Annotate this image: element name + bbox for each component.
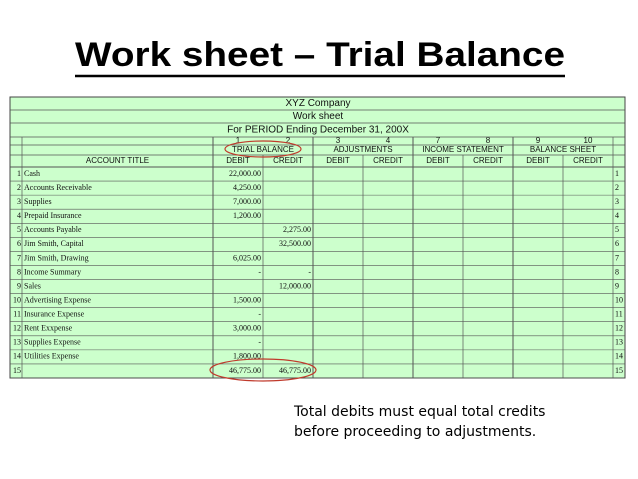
sheet-heading: For PERIOD Ending December 31, 200X xyxy=(227,125,409,136)
row-number: 13 xyxy=(13,338,21,347)
row-number: 1 xyxy=(615,169,619,178)
row-number: 15 xyxy=(615,366,623,375)
column-header: CREDIT xyxy=(373,156,403,165)
account-header: ACCOUNT TITLE xyxy=(86,156,149,165)
row-number: 5 xyxy=(17,225,21,234)
account-title: Jim Smith, Capital xyxy=(24,239,85,248)
slide-title: Work sheet – Trial Balance xyxy=(75,36,565,74)
debit-amount: 4,250.00 xyxy=(233,183,261,192)
row-number: 3 xyxy=(615,197,619,206)
column-number: 10 xyxy=(584,136,593,145)
column-number: 8 xyxy=(486,136,491,145)
row-number: 2 xyxy=(615,183,619,192)
sheet-heading: XYZ Company xyxy=(285,98,350,109)
column-number: 1 xyxy=(236,136,241,145)
debit-amount: 1,800.00 xyxy=(233,352,261,361)
row-number: 7 xyxy=(17,253,21,262)
account-title: Sales xyxy=(24,281,41,290)
account-title: Supplies Expense xyxy=(24,338,81,347)
row-number: 9 xyxy=(17,281,21,290)
column-number: 2 xyxy=(286,136,291,145)
column-group: ADJUSTMENTS xyxy=(333,145,392,154)
column-number: 7 xyxy=(436,136,441,145)
debit-amount: 1,500.00 xyxy=(233,295,261,304)
row-number: 10 xyxy=(615,295,623,304)
row-number: 6 xyxy=(17,239,21,248)
row-number: 14 xyxy=(13,352,21,361)
credit-amount: 12,000.00 xyxy=(279,281,311,290)
debit-amount: - xyxy=(258,267,261,276)
row-number: 8 xyxy=(17,267,21,276)
account-title: Income Summary xyxy=(24,267,81,276)
debit-amount: - xyxy=(258,338,261,347)
row-number: 1 xyxy=(17,169,21,178)
column-group: BALANCE SHEET xyxy=(530,145,596,154)
row-number: 4 xyxy=(615,211,619,220)
account-title: Accounts Receivable xyxy=(24,183,92,192)
row-number: 3 xyxy=(17,197,21,206)
debit-amount: 1,200.00 xyxy=(233,211,261,220)
column-header: DEBIT xyxy=(426,156,450,165)
account-title: Prepaid Insurance xyxy=(24,211,82,220)
account-title: Accounts Payable xyxy=(24,225,82,234)
credit-amount: 32,500.00 xyxy=(279,239,311,248)
row-number: 12 xyxy=(13,324,21,333)
debit-amount: 7,000.00 xyxy=(233,197,261,206)
debit-amount: 46,775.00 xyxy=(229,366,261,375)
column-number: 4 xyxy=(386,136,391,145)
row-number: 2 xyxy=(17,183,21,192)
column-header: DEBIT xyxy=(226,156,250,165)
column-group: TRIAL BALANCE xyxy=(232,145,294,154)
row-number: 11 xyxy=(615,310,623,319)
debit-amount: - xyxy=(258,310,261,319)
row-number: 6 xyxy=(615,239,619,248)
note-line: Total debits must equal total credits xyxy=(293,404,545,420)
sheet-heading: Work sheet xyxy=(293,111,344,122)
account-title: Cash xyxy=(24,169,40,178)
column-header: CREDIT xyxy=(573,156,603,165)
row-number: 5 xyxy=(615,225,619,234)
column-header: CREDIT xyxy=(473,156,503,165)
row-number: 15 xyxy=(13,366,21,375)
account-title: Advertising Expense xyxy=(24,295,91,304)
row-number: 12 xyxy=(615,324,623,333)
row-number: 11 xyxy=(13,310,21,319)
credit-amount: 2,275.00 xyxy=(283,225,311,234)
column-group: INCOME STATEMENT xyxy=(422,145,504,154)
credit-amount: - xyxy=(308,267,311,276)
account-title: Supplies xyxy=(24,197,52,206)
account-title: Insurance Expense xyxy=(24,310,85,319)
row-number: 4 xyxy=(17,211,21,220)
account-title: Utilities Expense xyxy=(24,352,79,361)
note-line: before proceeding to adjustments. xyxy=(294,424,536,440)
worksheet: XYZ Company Work sheet For PERIOD Ending D… xyxy=(9,96,626,379)
debit-amount: 3,000.00 xyxy=(233,324,261,333)
row-number: 9 xyxy=(615,281,619,290)
debit-amount: 6,025.00 xyxy=(233,253,261,262)
row-number: 7 xyxy=(615,253,619,262)
column-number: 9 xyxy=(536,136,541,145)
row-number: 13 xyxy=(615,338,623,347)
highlight xyxy=(209,358,317,382)
column-header: DEBIT xyxy=(526,156,550,165)
account-title: Rent Exxpense xyxy=(24,324,73,333)
debit-amount: 22,000.00 xyxy=(229,169,261,178)
column-header: DEBIT xyxy=(326,156,350,165)
account-title: Jim Smith, Drawing xyxy=(24,253,89,262)
row-number: 8 xyxy=(615,267,619,276)
highlight xyxy=(224,140,302,158)
row-number: 10 xyxy=(13,295,21,304)
column-header: CREDIT xyxy=(273,156,303,165)
column-number: 3 xyxy=(336,136,341,145)
row-number: 14 xyxy=(615,352,623,361)
credit-amount: 46,775.00 xyxy=(279,366,311,375)
